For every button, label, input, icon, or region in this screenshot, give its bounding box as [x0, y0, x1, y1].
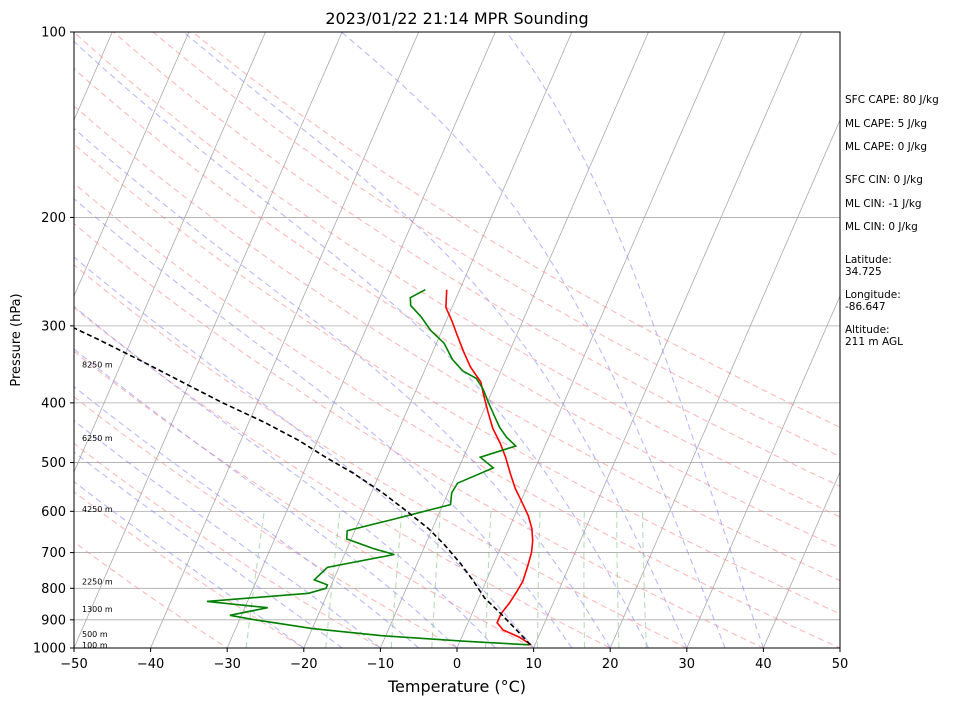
- moist-adiabat-line: [74, 305, 496, 648]
- sfc-cin-text: SFC CIN: 0 J/kg: [845, 174, 923, 186]
- series-temperature-line: [445, 289, 534, 646]
- y-tick-label: 100: [41, 26, 66, 41]
- plot-frame: [73, 31, 841, 649]
- dry-adiabat-line: [74, 541, 229, 648]
- dry-adiabat-line: [74, 396, 459, 648]
- y-tick-label: 900: [41, 613, 66, 628]
- moist-adiabat-line: [74, 127, 611, 648]
- y-tick-label: 300: [41, 319, 66, 334]
- dry-adiabat-line: [74, 491, 305, 648]
- moist-adiabat-line: [183, 32, 688, 648]
- height-label: 1300 m: [82, 605, 113, 614]
- isotherm-line: [226, 32, 496, 648]
- ml-cape-text: ML CAPE: 5 J/kg: [845, 118, 928, 130]
- y-tick-label: 600: [41, 505, 66, 520]
- x-tick-label: −40: [137, 657, 164, 672]
- mixing-ratio-line: [245, 511, 265, 648]
- x-tick-label: −20: [290, 657, 317, 672]
- x-tick-label: −10: [367, 657, 394, 672]
- x-tick-label: 20: [602, 657, 619, 672]
- sounding-traces: [74, 288, 534, 646]
- height-label: 4250 m: [82, 505, 113, 514]
- height-label: 6250 m: [82, 434, 113, 443]
- height-label: 500 m: [82, 630, 108, 639]
- x-tick-label: 50: [832, 657, 849, 672]
- ml-cin-2-text: ML CIN: 0 J/kg: [845, 221, 918, 233]
- isotherm-line: [74, 32, 190, 298]
- dry-adiabat-line: [74, 222, 765, 648]
- x-tick-label: −50: [60, 657, 87, 672]
- dry-adiabat-line: [74, 143, 840, 615]
- axes: −50 −40 −30 −20 −10 0 10 20 30 40 50 100 200 300 400 50…: [33, 26, 848, 673]
- y-tick-label: 800: [41, 582, 66, 597]
- height-label: 8250 m: [82, 361, 113, 370]
- moist-adiabat-line: [74, 419, 381, 648]
- isotherm-line: [686, 294, 840, 648]
- latitude-text: Latitude: 34.725: [845, 254, 892, 278]
- moist-adiabat-line: [341, 32, 726, 648]
- dry-adiabat-line: [74, 306, 612, 648]
- mixing-ratio-line: [431, 511, 441, 648]
- y-tick-label: 700: [41, 546, 66, 561]
- background-lines: [74, 32, 840, 648]
- dry-adiabat-line: [74, 105, 840, 582]
- dry-adiabat-line: [74, 264, 689, 648]
- isotherm-line: [74, 32, 343, 648]
- isotherm-line: [150, 32, 420, 648]
- moist-adiabat-line: [74, 40, 649, 648]
- y-tick-label: 400: [41, 396, 66, 411]
- mixing-ratio-line: [390, 511, 403, 648]
- chart-title: 2023/01/22 21:14 MPR Sounding: [325, 9, 588, 28]
- isotherm-line: [303, 32, 573, 648]
- moist-adiabat-line: [74, 385, 420, 648]
- dry-adiabat-line: [74, 442, 382, 648]
- x-tick-label: 40: [755, 657, 772, 672]
- x-tick-label: 30: [679, 657, 696, 672]
- moist-adiabat-line: [74, 348, 458, 648]
- mixing-ratio-line: [641, 511, 647, 648]
- x-axis-label: Temperature (°C): [387, 677, 526, 696]
- mixing-ratio-line: [616, 511, 620, 648]
- dry-adiabat-line: [112, 32, 840, 487]
- moist-adiabat-line: [74, 198, 573, 648]
- isotherm-line: [609, 118, 840, 648]
- dry-adiabat-line: [192, 32, 840, 428]
- mixing-ratio-line: [536, 511, 541, 648]
- y-tick-label: 500: [41, 456, 66, 471]
- height-label: 100 m: [82, 641, 108, 650]
- sfc-cape-text: SFC CAPE: 80 J/kg: [845, 94, 939, 106]
- moist-adiabat-line: [74, 256, 535, 648]
- dry-adiabat-line: [74, 67, 840, 549]
- altitude-text: Altitude: 211 m AGL: [845, 324, 903, 348]
- series-dewpoint-line: [206, 288, 529, 646]
- ml-cin-text: ML CIN: -1 J/kg: [845, 198, 922, 210]
- isotherm-line: [533, 32, 803, 648]
- x-tick-label: 10: [525, 657, 542, 672]
- y-tick-label: 1000: [33, 642, 66, 657]
- isotherm-line: [380, 32, 649, 648]
- x-tick-label: −30: [213, 657, 240, 672]
- y-tick-label: 200: [41, 211, 66, 226]
- series-parcel-line: [74, 327, 531, 646]
- mixing-ratio-line: [325, 511, 341, 648]
- ml-cape-2-text: ML CAPE: 0 J/kg: [845, 141, 928, 153]
- moist-adiabat-line: [506, 32, 764, 648]
- x-tick-label: 0: [453, 657, 461, 672]
- y-axis-label: Pressure (hPa): [9, 293, 24, 386]
- longitude-text: Longitude: -86.647: [845, 289, 901, 313]
- dry-adiabat-line: [152, 32, 840, 458]
- height-label: 2250 m: [82, 578, 113, 587]
- dry-adiabat-line: [74, 182, 840, 648]
- isotherm-line: [763, 470, 840, 648]
- isotherm-line: [74, 32, 266, 474]
- isotherm-line: [456, 32, 726, 648]
- moist-adiabat-line: [74, 451, 343, 648]
- dry-adiabat-line: [74, 350, 535, 648]
